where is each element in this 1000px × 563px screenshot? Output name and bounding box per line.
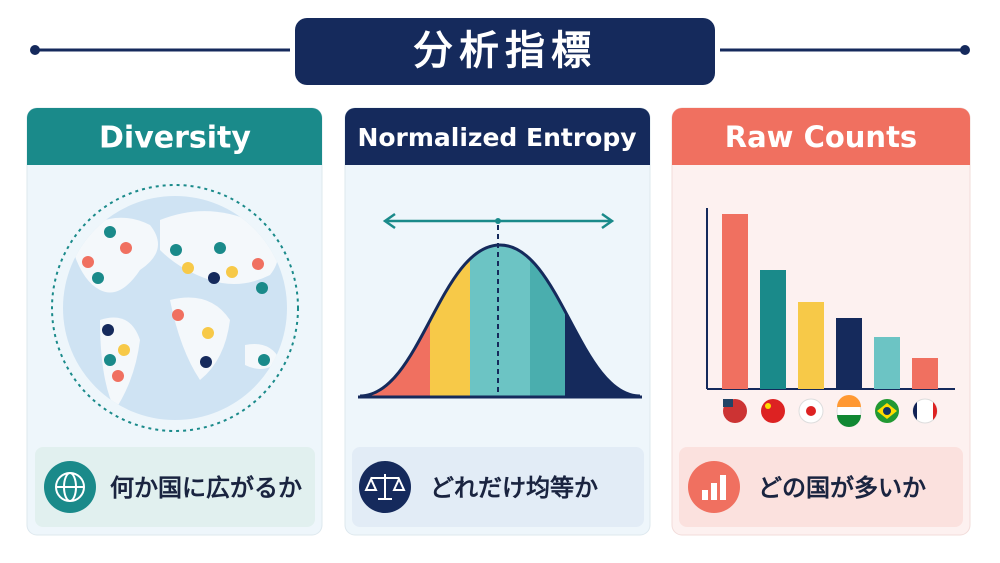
card-title: Raw Counts [725, 120, 917, 154]
card-raw-counts: Raw Counts どの国が多いか [671, 107, 971, 536]
flags [723, 395, 938, 427]
card-caption: どの国が多いか [758, 474, 926, 502]
card-caption: 何か国に広がるか [110, 474, 302, 502]
page-title: 分析指標 [413, 28, 597, 74]
card-title: Normalized Entropy [357, 123, 636, 152]
card-diversity: Diversity 何か国に広がるか [26, 107, 323, 536]
globe-dots [82, 226, 270, 382]
card-caption: どれだけ均等か [430, 474, 598, 502]
title-bar: 分析指標 [30, 18, 970, 85]
card-entropy: Normalized Entropy どれだけ均等か [344, 107, 651, 536]
card-title: Diversity [99, 121, 251, 156]
